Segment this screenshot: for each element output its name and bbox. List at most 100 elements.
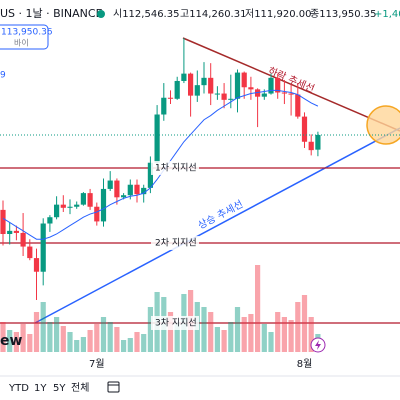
candle-body <box>214 93 220 95</box>
candle-body <box>167 97 174 99</box>
candle-body <box>13 230 19 233</box>
candle-body <box>80 193 86 205</box>
candle-body <box>114 180 120 198</box>
candle-body <box>20 232 26 247</box>
price-box-label: 바이 <box>14 38 29 48</box>
candle-body <box>268 77 274 94</box>
candle-body <box>255 89 261 97</box>
candle-body <box>121 195 127 198</box>
candle-body <box>288 93 294 95</box>
candle-body <box>74 204 80 207</box>
volume-bar <box>7 330 13 352</box>
candle-body <box>87 193 93 207</box>
volume-bar <box>281 317 287 352</box>
left-label: 9 <box>0 71 6 81</box>
volume-bar <box>308 317 314 352</box>
change: +1,404.00 (+1 <box>374 9 400 20</box>
support-label: 1차 지지선 <box>155 161 197 173</box>
x-tick-label: 7월 <box>89 358 105 370</box>
candle-body <box>154 114 160 163</box>
candle-body <box>94 206 100 222</box>
volume-bar <box>288 320 294 352</box>
up-trend-line <box>34 127 400 324</box>
candle-body <box>107 180 113 189</box>
highlight-circle <box>366 105 400 145</box>
candle-body <box>174 80 180 99</box>
candle-body <box>221 93 227 100</box>
volume-bar <box>54 317 60 352</box>
price-box-price: 113,950.36 <box>1 28 53 38</box>
volume-bar <box>201 307 207 352</box>
toolbar-button[interactable]: YTD <box>8 383 29 394</box>
candle-body <box>248 87 254 90</box>
volume-bar <box>248 314 254 352</box>
candle-body <box>67 206 73 208</box>
candle-body <box>208 77 214 94</box>
candle-body <box>60 204 66 208</box>
candle-body <box>261 93 267 97</box>
volume-bar <box>100 317 107 352</box>
volume-bar <box>208 312 214 352</box>
volume-bar <box>141 334 147 352</box>
candle-body <box>201 77 207 86</box>
candle-body <box>228 98 234 100</box>
candle-body <box>127 184 133 196</box>
marks: 1차 지지선 2차 지지선 3차 지지선 7월 8월 <box>0 37 400 370</box>
volume-bar <box>214 327 220 352</box>
candle-body <box>181 73 187 81</box>
volume-bar <box>47 322 53 352</box>
candle-body <box>27 246 33 259</box>
volume-bar <box>234 307 241 352</box>
volume-bar <box>60 326 66 352</box>
volume-bar <box>67 332 73 352</box>
logo: ew <box>0 333 22 349</box>
toolbar-button[interactable]: 1Y <box>34 383 47 394</box>
candle-body <box>315 134 321 150</box>
volume-bar <box>107 322 113 352</box>
volume-bar <box>13 332 19 352</box>
candle-body <box>47 217 53 224</box>
volume-bar <box>255 265 261 352</box>
candle-body <box>161 97 167 115</box>
candle-body <box>188 73 194 96</box>
ohlc-high: 고114,260.31 <box>180 9 246 20</box>
ohlc-low: 저111,920.00 <box>245 8 311 20</box>
volume-bar <box>241 317 247 352</box>
volume-bar <box>174 322 180 352</box>
volume-bar <box>167 312 174 352</box>
candle-body <box>275 77 281 93</box>
price-box[interactable] <box>0 24 49 50</box>
volume-bar <box>20 324 26 352</box>
toolbar-button[interactable]: 전체 <box>71 382 89 394</box>
volume-bar <box>74 340 80 352</box>
symbol: US · 1날 · BINANCE <box>0 7 103 20</box>
candle-body <box>54 204 60 218</box>
volume-bar <box>33 312 40 352</box>
volume-bar <box>268 332 274 352</box>
volume-bar <box>147 307 153 352</box>
candle-body <box>147 162 153 188</box>
support-label-bg <box>151 160 199 175</box>
calendar-icon[interactable] <box>107 381 120 393</box>
candle-body <box>308 141 314 151</box>
candle-body <box>194 85 200 96</box>
volume-bar <box>134 332 140 352</box>
volume-bar <box>114 327 120 352</box>
ohlc-open: 시112,546.35 <box>113 8 179 20</box>
volume-bar <box>94 324 100 352</box>
volume-bar <box>295 302 301 352</box>
candle-body <box>33 258 40 272</box>
support-label: 2차 지지선 <box>155 237 197 249</box>
volume-bar <box>87 330 93 352</box>
volume-bar <box>275 312 281 352</box>
candle-body <box>0 209 6 234</box>
candle-body <box>301 116 308 142</box>
candle-body <box>40 223 46 272</box>
event-bolt <box>315 340 321 350</box>
candle-body <box>134 184 140 195</box>
candle-body <box>295 94 301 117</box>
volume-bar <box>80 337 86 352</box>
toolbar-button[interactable]: 5Y <box>53 383 66 394</box>
